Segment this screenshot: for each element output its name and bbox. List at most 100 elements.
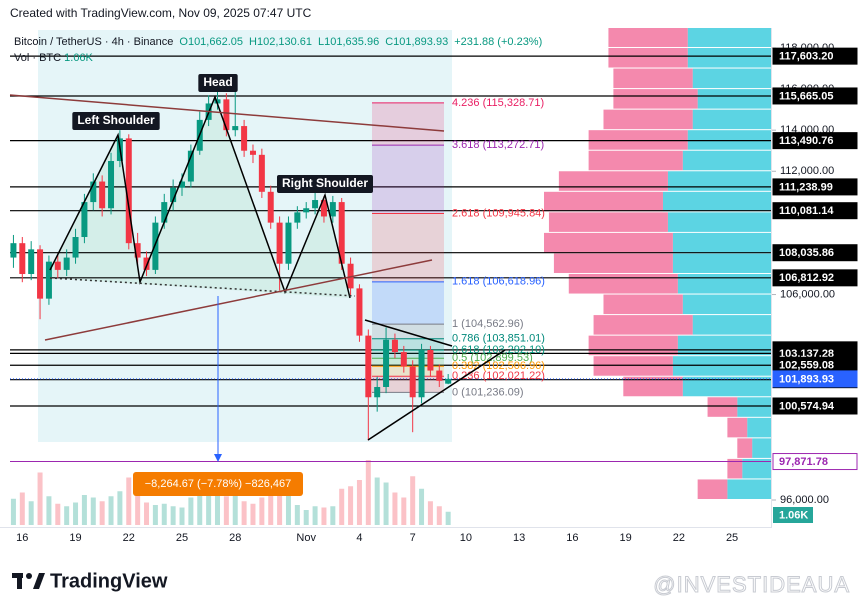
x-tick-label: 22: [673, 532, 685, 544]
volume-bar: [374, 477, 380, 525]
profile-down: [593, 315, 693, 335]
ohlc-value: O101,662.05: [179, 36, 243, 48]
x-tick-label: 7: [410, 532, 416, 544]
volume-bar: [37, 472, 43, 525]
price-label: 115,665.05: [779, 90, 833, 102]
measure-box: [133, 472, 303, 496]
x-tick-label: 4: [356, 532, 362, 544]
volume-bar: [81, 495, 87, 525]
ohlc-value: +231.88 (+0.23%): [454, 36, 542, 48]
volume-profile: [544, 28, 772, 499]
candle-body: [356, 288, 363, 336]
candle-body: [303, 208, 310, 213]
price-label: 106,812.92: [779, 272, 834, 284]
volume-bar: [383, 482, 389, 525]
x-axis-line: [0, 527, 772, 528]
price-label: 101,893.93: [779, 373, 834, 385]
watermark: @INVESTIDEAUA: [653, 572, 850, 597]
profile-down: [727, 458, 743, 479]
price-label: 102,559.08: [779, 360, 834, 372]
profile-down: [548, 212, 668, 232]
volume-bar: [55, 503, 61, 525]
price-label-box: [772, 202, 858, 220]
price-label: 117,603.20: [779, 51, 833, 63]
profile-up: [747, 417, 772, 438]
fib-zone: [372, 145, 444, 214]
price-label: 108,035.86: [779, 247, 834, 259]
candle-body: [170, 187, 177, 203]
price-label-box: [772, 370, 858, 388]
volume-label: 1.06K: [779, 509, 808, 521]
candle-body: [187, 150, 194, 182]
profile-up: [687, 47, 772, 68]
volume-bar: [436, 506, 442, 525]
x-tick-label: 13: [513, 532, 525, 544]
profile-up: [672, 356, 772, 376]
volume-bars: [10, 460, 451, 525]
price-label: 97,871.78: [779, 456, 828, 468]
volume-bar: [419, 488, 425, 525]
volume-bar: [427, 501, 433, 525]
volume-legend: Vol · BTC 1.06K: [14, 52, 94, 64]
fib-zone: [372, 338, 444, 351]
created-note: Created with TradingView.com, Nov 09, 20…: [10, 6, 312, 20]
volume-bar: [197, 492, 203, 525]
candle-body: [391, 339, 398, 353]
volume-bar: [392, 492, 398, 525]
labels: 117,603.20 115,665.05 113,490.76 111,238.99…: [72, 47, 858, 523]
candle-body: [312, 200, 319, 209]
profile-up: [727, 479, 772, 499]
volume-bar: [10, 498, 16, 525]
price-label: 111,238.99: [779, 181, 833, 193]
y-tick-label: 112,000.00: [780, 165, 834, 177]
volume-bar: [46, 496, 52, 525]
fib-zone: [372, 102, 444, 146]
logo-part: [17, 573, 22, 589]
annotation-box: [277, 175, 373, 193]
profile-up: [692, 109, 772, 130]
volume-bar: [259, 497, 265, 525]
measure-arrowhead: [214, 454, 222, 462]
volume-bar: [214, 488, 220, 525]
profile-up: [682, 150, 772, 171]
profile-down: [588, 130, 688, 150]
fib-label: 2.618 (109,945.84): [452, 207, 545, 219]
volume-bar: [28, 501, 34, 525]
x-tick-label: 16: [566, 532, 578, 544]
volume-bar: [90, 497, 96, 525]
annotation: Right Shoulder: [282, 176, 368, 190]
triangle-upper: [364, 319, 453, 347]
profile-up: [687, 130, 772, 150]
price-label-box: [772, 87, 858, 105]
volume-bar: [268, 490, 274, 525]
volume-bar: [330, 506, 336, 525]
profile-down: [558, 171, 668, 191]
candle-body: [45, 261, 52, 299]
candle-body: [294, 212, 301, 223]
symbol-name: Bitcoin / TetherUS · 4h · Binance: [14, 36, 173, 48]
candles: [10, 87, 452, 441]
fib-label: 4.236 (115,328.71): [452, 97, 544, 109]
candle-body: [28, 249, 35, 274]
price-label-box: [772, 453, 858, 471]
neckline: [49, 277, 356, 297]
fib-zone: [372, 213, 444, 282]
volume-bar: [445, 511, 451, 525]
profile-up: [677, 273, 772, 294]
fib-zone: [372, 281, 444, 325]
fib-label: 3.618 (113,272.71): [452, 139, 544, 151]
profile-up: [692, 68, 772, 89]
price-label: 100,574.94: [779, 400, 835, 412]
price-label-box: [772, 397, 858, 415]
profile-down: [623, 376, 683, 397]
volume-bar: [285, 493, 291, 525]
candle-body: [63, 257, 70, 270]
fib-zone: [372, 366, 444, 377]
volume-bar: [356, 480, 362, 525]
volume-bar: [64, 506, 70, 525]
profile-up: [742, 458, 772, 479]
x-tick-label: 28: [229, 532, 241, 544]
price-label-box: [772, 132, 858, 150]
volume-bar: [321, 507, 327, 525]
